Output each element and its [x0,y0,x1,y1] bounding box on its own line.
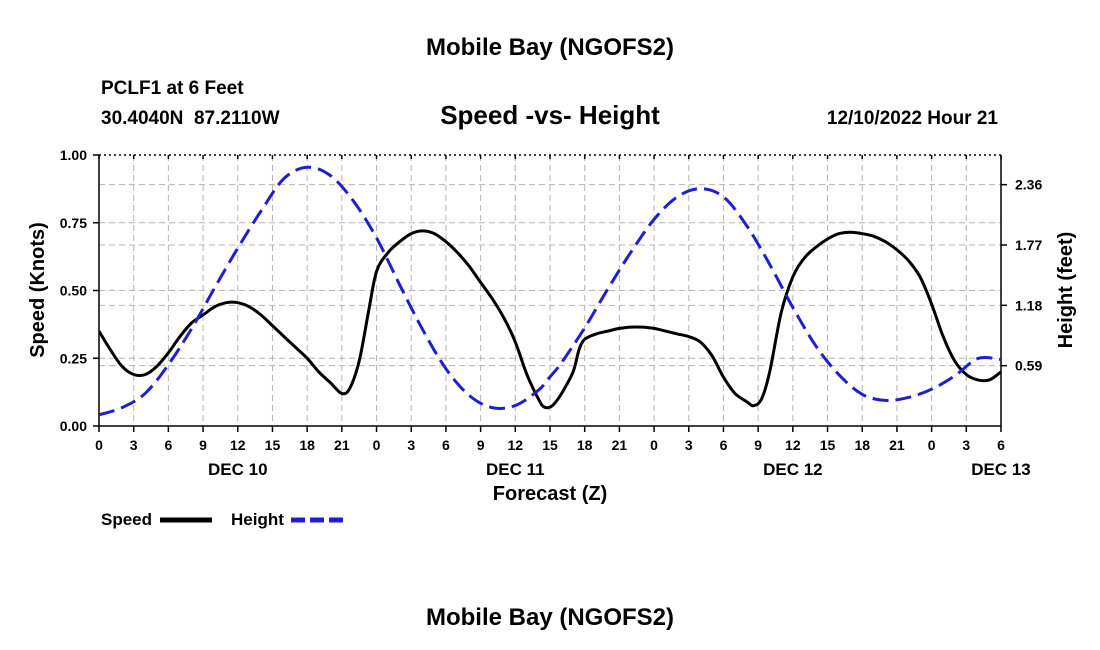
x-tick-label: 9 [754,437,762,453]
x-tick-label: 3 [962,437,970,453]
y-tick-label-left: 0.00 [60,418,87,434]
y-tick-label-right: 1.18 [1015,297,1042,313]
station-label: PCLF1 at 6 Feet [101,78,244,99]
series-speed-line [99,229,1001,410]
x-tick-label: 0 [650,437,658,453]
footer-title: Mobile Bay (NGOFS2) [426,604,674,631]
x-tick-label: 21 [889,437,905,453]
x-tick-label: 18 [577,437,593,453]
axes [93,154,1007,432]
x-tick-label: 15 [820,437,836,453]
x-tick-label: 3 [130,437,138,453]
x-tick-label: 18 [299,437,315,453]
y-axis-label-left: Speed (Knots) [27,222,49,358]
x-tick-label: 0 [373,437,381,453]
series-height-line [99,165,1001,417]
x-tick-label: 6 [997,437,1005,453]
chart-subtitle: Speed -vs- Height [440,100,660,130]
legend-height-label: Height [231,510,284,529]
x-tick-label: 0 [95,437,103,453]
x-tick-label: 15 [265,437,281,453]
x-tick-label: 12 [230,437,246,453]
x-tick-label: 12 [785,437,801,453]
date-label: 12/10/2022 Hour 21 [827,108,999,129]
grid [99,155,1001,426]
x-tick-label: 12 [508,437,524,453]
chart-title: Mobile Bay (NGOFS2) [426,34,674,61]
x-tick-label: 6 [442,437,450,453]
y-tick-label-left: 0.50 [60,283,87,299]
y-axis-label-right: Height (feet) [1055,232,1077,349]
y-tick-label-left: 1.00 [60,147,87,163]
x-tick-label: 18 [854,437,870,453]
x-tick-label: 9 [199,437,207,453]
day-label: DEC 10 [208,460,268,479]
x-tick-label: 9 [477,437,485,453]
legend-speed-label: Speed [101,510,152,529]
day-label: DEC 13 [971,460,1031,479]
y-tick-label-right: 0.59 [1015,358,1042,374]
y-tick-label-right: 1.77 [1015,237,1042,253]
x-tick-label: 15 [542,437,558,453]
x-tick-label: 0 [928,437,936,453]
tick-labels: 0 3 6 9 12 15 18 21 0 3 6 9 12 15 18 21 0 3 6 9 12 15 18 21 0 3 6 D… [60,147,1043,479]
day-label: DEC 11 [486,460,545,479]
series-layer [99,165,1001,417]
legend: Speed Height [101,510,343,529]
x-tick-label: 3 [685,437,693,453]
y-tick-label-right: 2.36 [1015,177,1042,193]
coordinates-label: 30.4040N 87.2110W [101,108,280,129]
y-tick-label-left: 0.25 [60,350,87,366]
day-label: DEC 12 [763,460,823,479]
x-tick-label: 3 [407,437,415,453]
x-axis-label: Forecast (Z) [493,483,607,505]
x-tick-label: 21 [612,437,628,453]
x-tick-label: 21 [334,437,350,453]
x-tick-label: 6 [164,437,172,453]
y-tick-label-left: 0.75 [60,215,87,231]
x-tick-label: 6 [720,437,728,453]
